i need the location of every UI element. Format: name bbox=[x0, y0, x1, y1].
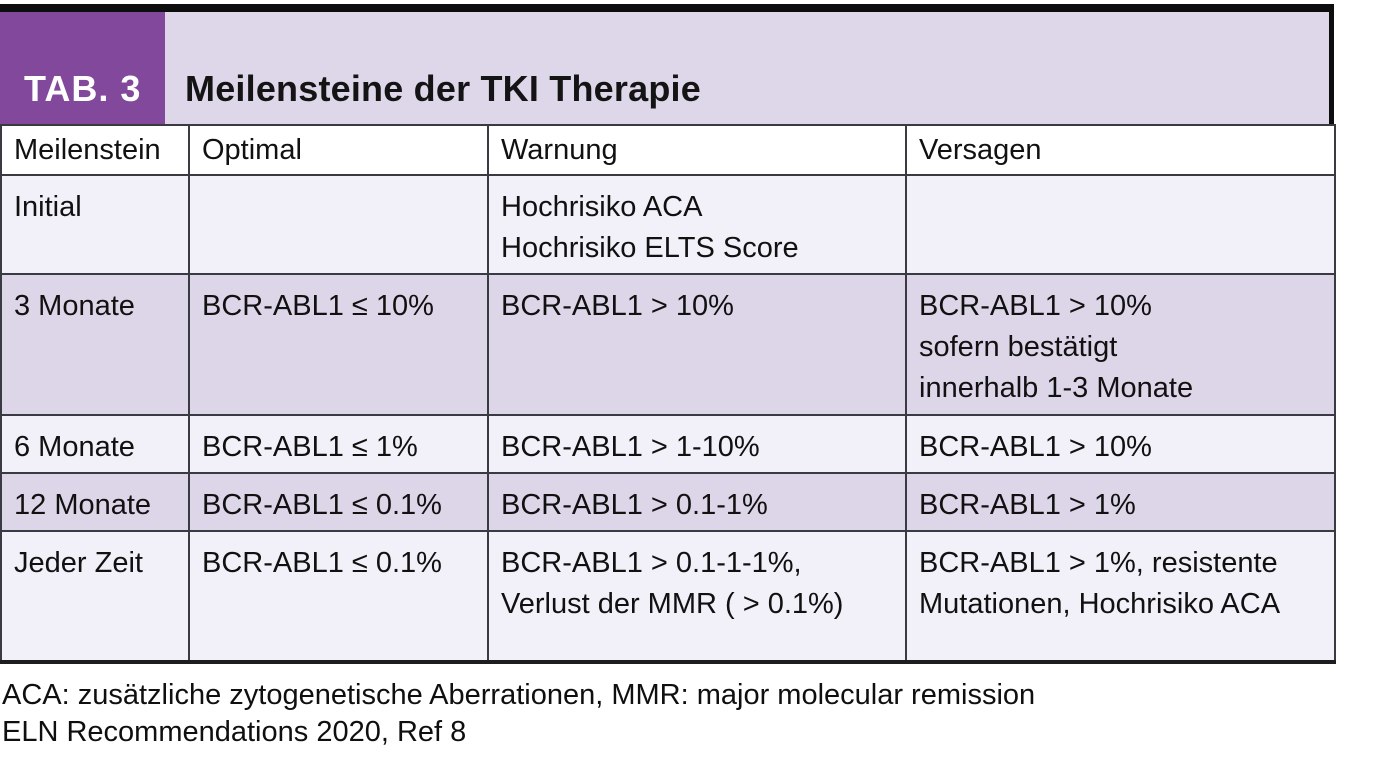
footnote-abbreviations: ACA: zusätzliche zytogenetische Aberrati… bbox=[2, 679, 1036, 711]
table-row: 3 Monate BCR-ABL1 ≤ 10% BCR-ABL1 > 10% BCR-… bbox=[0, 273, 1336, 416]
table-header-row: Meilenstein Optimal Warnung Versagen bbox=[0, 124, 1336, 176]
cell-milestone: Jeder Zeit bbox=[0, 530, 190, 663]
table-number-label: TAB. 3 bbox=[24, 68, 142, 109]
cell-failure: BCR-ABL1 > 10% sofern bestätigt innerhal… bbox=[905, 273, 1336, 416]
cell-optimal bbox=[188, 174, 489, 275]
cell-milestone: 12 Monate bbox=[0, 472, 190, 532]
cell-warning: BCR-ABL1 > 1-10% bbox=[487, 414, 907, 474]
column-header-warnung: Warnung bbox=[487, 124, 907, 176]
column-header-meilenstein: Meilenstein bbox=[0, 124, 190, 176]
cell-failure bbox=[905, 174, 1336, 275]
title-area: Meilensteine der TKI Therapie bbox=[165, 12, 1329, 124]
cell-failure: BCR-ABL1 > 1%, resistente Mutationen, Ho… bbox=[905, 530, 1336, 663]
cell-optimal: BCR-ABL1 ≤ 0.1% bbox=[188, 530, 489, 663]
cell-warning: Hochrisiko ACA Hochrisiko ELTS Score bbox=[487, 174, 907, 275]
table-row: 6 Monate BCR-ABL1 ≤ 1% BCR-ABL1 > 1-10% BCR… bbox=[0, 414, 1336, 474]
title-band: TAB. 3 Meilensteine der TKI Therapie bbox=[0, 4, 1334, 124]
table-row: 12 Monate BCR-ABL1 ≤ 0.1% BCR-ABL1 > 0.1-1… bbox=[0, 472, 1336, 532]
table-figure: TAB. 3 Meilensteine der TKI Therapie Mei… bbox=[0, 4, 1336, 664]
table-row: Jeder Zeit BCR-ABL1 ≤ 0.1% BCR-ABL1 > 0.1-… bbox=[0, 530, 1336, 663]
table-number-box: TAB. 3 bbox=[0, 12, 165, 124]
cell-optimal: BCR-ABL1 ≤ 1% bbox=[188, 414, 489, 474]
table-row: Initial Hochrisiko ACA Hochrisiko ELTS Sc… bbox=[0, 174, 1336, 275]
footnotes: ACA: zusätzliche zytogenetische Aberrati… bbox=[0, 677, 1382, 751]
footnote-reference: ELN Recommendations 2020, Ref 8 bbox=[2, 716, 467, 748]
column-header-optimal: Optimal bbox=[188, 124, 489, 176]
table-body: Initial Hochrisiko ACA Hochrisiko ELTS Sc… bbox=[0, 174, 1336, 663]
cell-optimal: BCR-ABL1 ≤ 10% bbox=[188, 273, 489, 416]
cell-warning: BCR-ABL1 > 0.1-1-1%, Verlust der MMR ( >… bbox=[487, 530, 907, 663]
cell-failure: BCR-ABL1 > 1% bbox=[905, 472, 1336, 532]
cell-optimal: BCR-ABL1 ≤ 0.1% bbox=[188, 472, 489, 532]
cell-warning: BCR-ABL1 > 0.1-1% bbox=[487, 472, 907, 532]
table-title: Meilensteine der TKI Therapie bbox=[185, 68, 701, 109]
cell-milestone: 6 Monate bbox=[0, 414, 190, 474]
cell-milestone: 3 Monate bbox=[0, 273, 190, 416]
milestones-table: Meilenstein Optimal Warnung Versagen Ini… bbox=[0, 124, 1336, 664]
cell-failure: BCR-ABL1 > 10% bbox=[905, 414, 1336, 474]
column-header-versagen: Versagen bbox=[905, 124, 1336, 176]
cell-warning: BCR-ABL1 > 10% bbox=[487, 273, 907, 416]
cell-milestone: Initial bbox=[0, 174, 190, 275]
